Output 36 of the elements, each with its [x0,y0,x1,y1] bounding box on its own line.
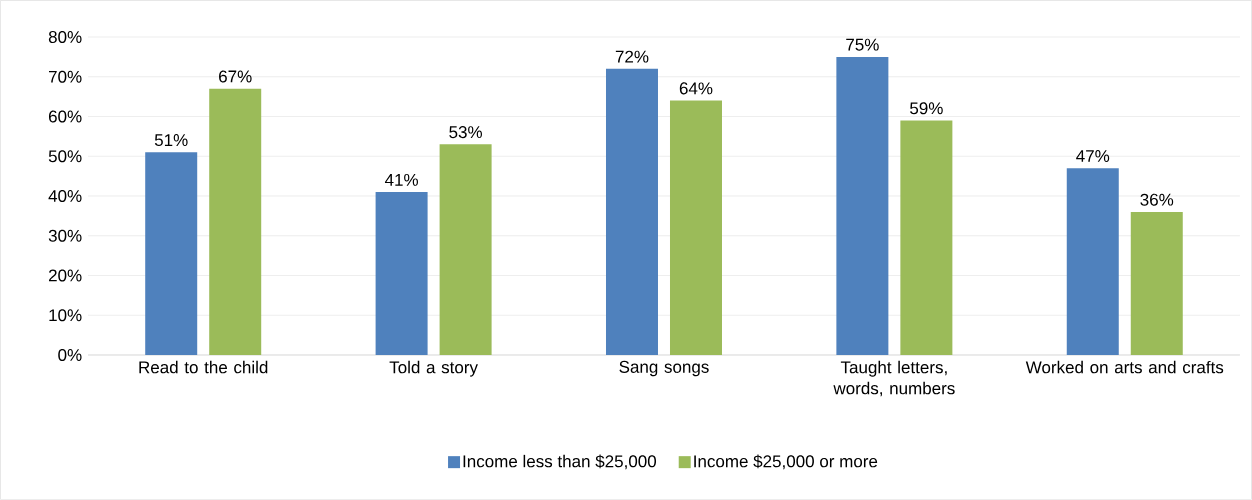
data-label: 67% [219,70,252,83]
data-label: 36% [1140,193,1174,206]
bar [439,144,492,355]
y-tick-label: 60% [48,110,82,123]
data-label: 51% [154,134,188,147]
x-tick-label: Sang songs [619,360,709,377]
data-label: 53% [449,126,482,139]
data-label: 47% [1076,150,1110,162]
data-label: 75% [846,38,879,51]
legend-label: Income less than $25,000 [463,454,657,470]
y-tick-label: 30% [48,229,82,242]
legend-label: Income $25,000 or more [694,454,878,470]
y-tick-label: 20% [48,269,82,282]
y-tick-label: 10% [49,309,82,322]
bar [145,152,198,355]
y-tick-label: 40% [48,189,82,203]
bar [1066,168,1119,355]
data-label: 72% [615,50,649,63]
y-tick-label: 70% [49,70,82,83]
data-label: 59% [910,102,943,115]
y-tick-label: 0% [58,348,82,362]
bar [605,68,658,355]
bar [209,88,262,355]
x-tick-label: Worked on arts and crafts [1025,360,1224,374]
bar [900,120,953,355]
x-tick-label: Read to the child [139,360,268,374]
bar [375,192,428,355]
bar [1130,211,1183,355]
x-tick-label: Taught letters, words, numbers [833,360,955,397]
bar [836,56,889,355]
y-tick-label: 80% [48,30,82,44]
bar [669,100,722,355]
data-label: 64% [679,82,713,95]
y-tick-label: 50% [48,150,82,163]
x-tick-label: Told a story [389,360,478,377]
data-label: 41% [384,173,418,186]
